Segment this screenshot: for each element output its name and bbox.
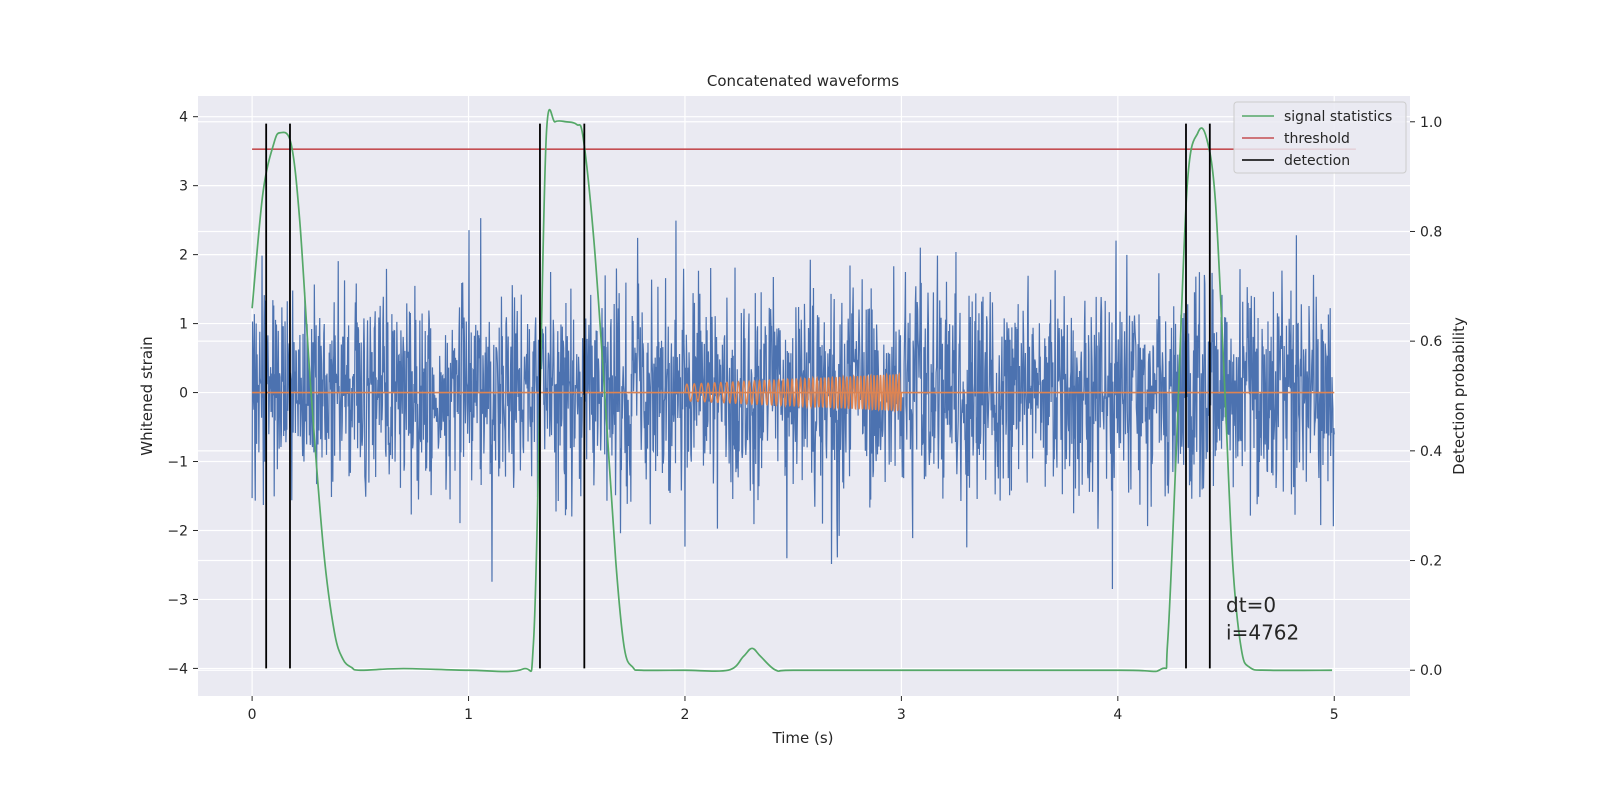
yr-tick-label-2: 0.4 [1420, 444, 1442, 460]
yl-tick-label-3: −1 [167, 455, 188, 471]
annotations: dt=0 i=4762 [1226, 593, 1299, 645]
legend-entry-detection: detection [1242, 153, 1350, 169]
yr-tick-label-0: 0.0 [1420, 663, 1442, 679]
y-axis-right-ticks: 0.0 0.2 0.4 0.6 0.8 1.0 [1410, 115, 1442, 679]
signal-statistics-line [251, 108, 1333, 673]
chirp-series [252, 371, 1335, 414]
x-tick-label-5: 5 [1330, 707, 1339, 723]
annotation-i: i=4762 [1226, 620, 1299, 644]
x-axis-label: Time (s) [772, 729, 834, 747]
chirp-line [684, 371, 903, 414]
yl-tick-label-6: 2 [179, 248, 188, 264]
x-tick-label-2: 2 [681, 707, 690, 723]
x-tick-label-0: 0 [248, 707, 257, 723]
yl-tick-label-5: 1 [179, 317, 188, 333]
y-axis-left-ticks: −4 −3 −2 −1 0 1 2 3 4 [167, 110, 198, 677]
yr-tick-label-3: 0.6 [1420, 334, 1442, 350]
y-axis-label: Whitened strain [138, 336, 156, 455]
yl-tick-label-4: 0 [179, 386, 188, 402]
yr-tick-label-4: 0.8 [1420, 224, 1442, 240]
legend-entry-threshold: threshold [1242, 131, 1350, 147]
chart-title: Concatenated waveforms [707, 72, 899, 90]
strain-noise-line [251, 218, 1335, 590]
legend-label-threshold: threshold [1284, 131, 1350, 147]
yr-tick-label-5: 1.0 [1420, 115, 1442, 131]
yl-tick-label-1: −3 [167, 592, 188, 608]
legend-label-signal-statistics: signal statistics [1284, 109, 1392, 125]
legend: signal statistics threshold detection [1233, 101, 1407, 174]
detection-series [265, 123, 1211, 669]
yl-tick-label-7: 3 [179, 179, 188, 195]
x-tick-label-4: 4 [1113, 707, 1122, 723]
legend-label-detection: detection [1284, 153, 1350, 169]
yl-tick-label-8: 4 [179, 110, 188, 126]
y-axis-right-label: Detection probability [1450, 317, 1468, 475]
annotation-dt: dt=0 [1226, 593, 1276, 617]
x-axis-ticks: 0 1 2 3 4 5 [248, 696, 1339, 723]
x-tick-label-1: 1 [464, 707, 473, 723]
x-tick-label-3: 3 [897, 707, 906, 723]
yr-tick-label-1: 0.2 [1420, 554, 1442, 570]
yl-tick-label-2: −2 [167, 523, 188, 539]
legend-box [1233, 101, 1407, 174]
signal-statistics-series [251, 108, 1333, 673]
strain-noise-series [251, 218, 1335, 590]
legend-entry-signal-statistics: signal statistics [1242, 109, 1392, 125]
yl-tick-label-0: −4 [167, 661, 188, 677]
